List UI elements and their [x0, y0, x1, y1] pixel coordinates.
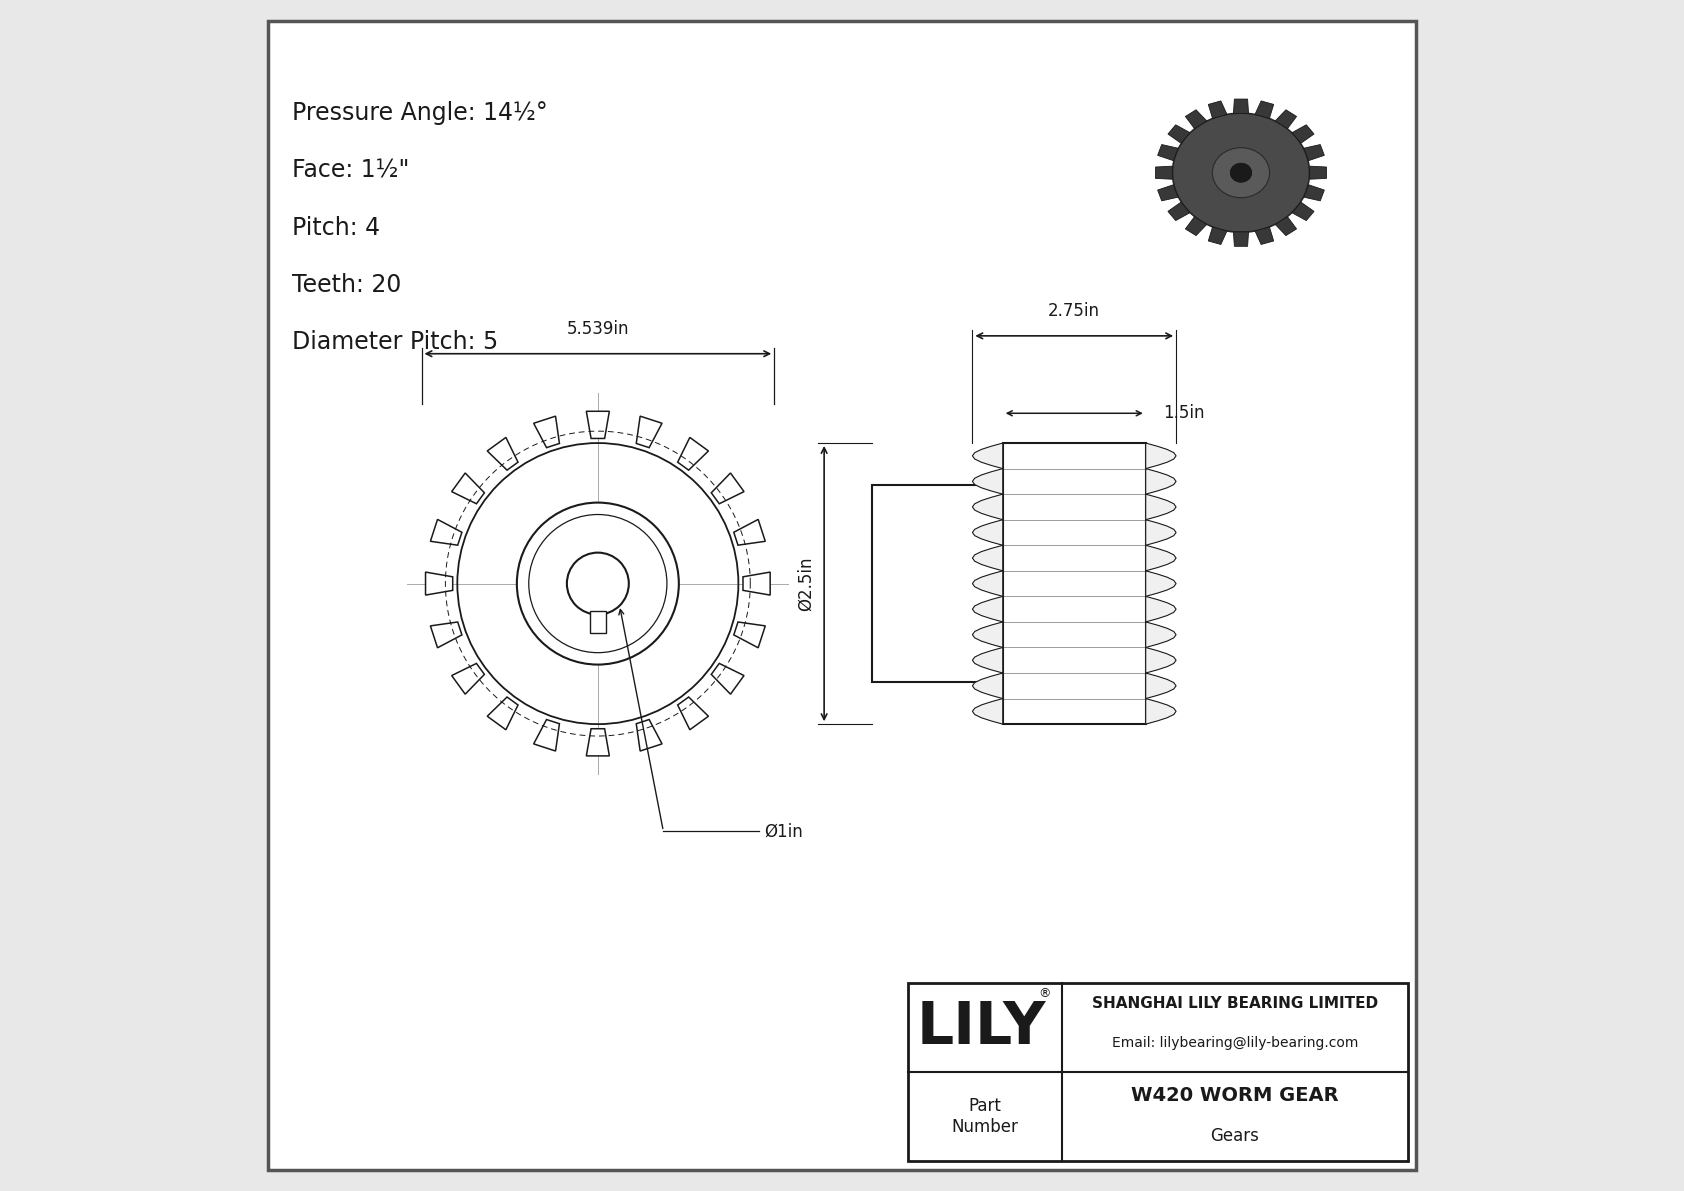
Polygon shape	[972, 443, 1002, 468]
Polygon shape	[426, 572, 453, 596]
Bar	[908, 983, 1408, 1161]
Text: 2.75in: 2.75in	[1047, 303, 1100, 320]
Polygon shape	[586, 729, 610, 756]
Polygon shape	[1186, 217, 1207, 236]
Text: Face: 1½": Face: 1½"	[291, 158, 409, 182]
Polygon shape	[1145, 443, 1175, 468]
Polygon shape	[1145, 597, 1175, 622]
Polygon shape	[1310, 167, 1327, 179]
Polygon shape	[1255, 101, 1273, 118]
Bar	[872, 485, 1002, 682]
Polygon shape	[1157, 144, 1179, 161]
Polygon shape	[1303, 144, 1324, 161]
Polygon shape	[711, 473, 744, 504]
Polygon shape	[1292, 202, 1314, 220]
Polygon shape	[972, 494, 1002, 519]
Circle shape	[517, 503, 679, 665]
Polygon shape	[1145, 519, 1175, 545]
Polygon shape	[1155, 167, 1172, 179]
Polygon shape	[451, 663, 485, 694]
Polygon shape	[637, 416, 662, 448]
Polygon shape	[734, 622, 765, 648]
Polygon shape	[1275, 110, 1297, 129]
Polygon shape	[972, 699, 1002, 724]
Polygon shape	[743, 572, 770, 596]
Polygon shape	[451, 473, 485, 504]
Polygon shape	[972, 468, 1002, 494]
Bar	[1002, 443, 1145, 724]
Text: SHANGHAI LILY BEARING LIMITED: SHANGHAI LILY BEARING LIMITED	[1091, 996, 1378, 1011]
Polygon shape	[1145, 673, 1175, 699]
Polygon shape	[972, 622, 1002, 648]
Ellipse shape	[1231, 163, 1251, 182]
Text: 5.539in: 5.539in	[566, 320, 630, 338]
Polygon shape	[1255, 227, 1273, 244]
Circle shape	[568, 553, 628, 615]
Ellipse shape	[1212, 148, 1270, 198]
Polygon shape	[972, 597, 1002, 622]
Polygon shape	[431, 622, 461, 648]
Polygon shape	[1186, 110, 1207, 129]
Polygon shape	[487, 697, 519, 730]
Text: Ø2.5in: Ø2.5in	[797, 556, 815, 611]
Text: Teeth: 20: Teeth: 20	[291, 273, 401, 297]
Text: Email: lilybearing@lily-bearing.com: Email: lilybearing@lily-bearing.com	[1111, 1036, 1359, 1049]
Polygon shape	[1209, 227, 1228, 244]
Polygon shape	[487, 437, 519, 470]
Polygon shape	[972, 519, 1002, 545]
Text: Diameter Pitch: 5: Diameter Pitch: 5	[291, 330, 498, 354]
Polygon shape	[1169, 202, 1191, 220]
Polygon shape	[1275, 217, 1297, 236]
Text: LILY: LILY	[916, 999, 1046, 1055]
Polygon shape	[972, 673, 1002, 699]
Polygon shape	[586, 411, 610, 438]
Text: Part
Number: Part Number	[951, 1097, 1019, 1136]
Circle shape	[529, 515, 667, 653]
Text: Pressure Angle: 14½°: Pressure Angle: 14½°	[291, 101, 547, 125]
Polygon shape	[1145, 468, 1175, 494]
Circle shape	[458, 443, 738, 724]
Polygon shape	[1145, 570, 1175, 597]
Text: 1.5in: 1.5in	[1164, 404, 1206, 423]
Polygon shape	[637, 719, 662, 752]
Polygon shape	[1145, 494, 1175, 519]
Polygon shape	[1233, 232, 1248, 247]
Polygon shape	[534, 719, 559, 752]
Polygon shape	[1145, 622, 1175, 648]
Text: ®: ®	[1039, 987, 1051, 1000]
Text: W420 WORM GEAR: W420 WORM GEAR	[1132, 1086, 1339, 1104]
Polygon shape	[972, 545, 1002, 570]
Bar	[589, 611, 606, 634]
Polygon shape	[1145, 545, 1175, 570]
Polygon shape	[1292, 125, 1314, 143]
Polygon shape	[1303, 185, 1324, 201]
Polygon shape	[534, 416, 559, 448]
Ellipse shape	[1172, 113, 1310, 232]
Text: Ø1in: Ø1in	[765, 822, 803, 841]
Polygon shape	[1145, 699, 1175, 724]
Polygon shape	[677, 437, 709, 470]
Text: Gears: Gears	[1211, 1127, 1260, 1145]
Text: Pitch: 4: Pitch: 4	[291, 216, 381, 239]
Polygon shape	[1233, 99, 1248, 113]
Polygon shape	[972, 648, 1002, 673]
Polygon shape	[431, 519, 461, 545]
Polygon shape	[1169, 125, 1191, 143]
Polygon shape	[711, 663, 744, 694]
Polygon shape	[1209, 101, 1228, 118]
Polygon shape	[1157, 185, 1179, 201]
Polygon shape	[677, 697, 709, 730]
Polygon shape	[734, 519, 765, 545]
Polygon shape	[1145, 648, 1175, 673]
Polygon shape	[972, 570, 1002, 597]
